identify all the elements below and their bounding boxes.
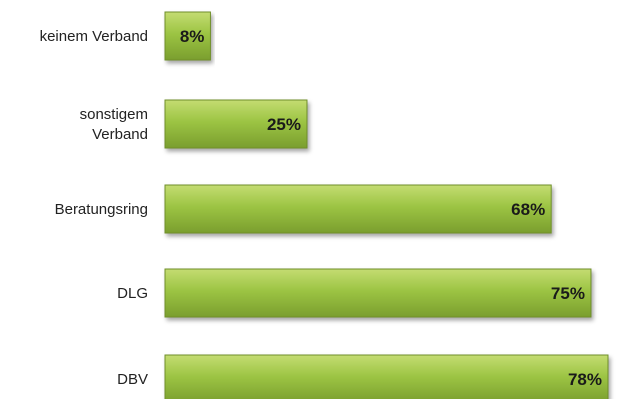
value-label-2: 68% bbox=[511, 200, 545, 219]
category-label-3: DLG bbox=[117, 285, 148, 302]
category-label-1: sonstigem Verband bbox=[80, 106, 148, 143]
category-label-4: DBV bbox=[117, 371, 148, 388]
value-label-3: 75% bbox=[551, 284, 585, 303]
bar-3 bbox=[164, 268, 592, 318]
category-label-2: Beratungsring bbox=[55, 201, 148, 218]
bar-0 bbox=[164, 11, 211, 61]
value-label-4: 78% bbox=[568, 370, 602, 389]
value-label-0: 8% bbox=[180, 27, 205, 46]
category-label-0: keinem Verband bbox=[40, 28, 148, 45]
bar-4 bbox=[164, 354, 609, 399]
bar-2 bbox=[164, 184, 552, 234]
bar-1 bbox=[164, 99, 308, 149]
plot-area: keinem Verband 8% sonstigem Verband 25% Berat… bbox=[40, 11, 609, 399]
value-label-1: 25% bbox=[267, 115, 301, 134]
